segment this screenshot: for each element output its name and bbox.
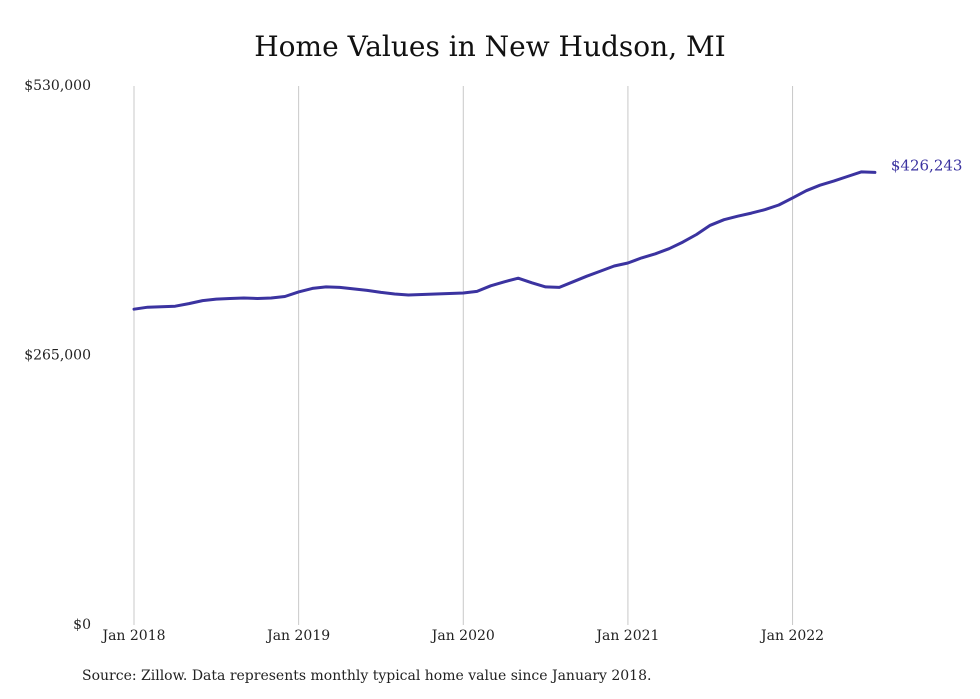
data-point	[421, 293, 424, 296]
data-point	[160, 305, 163, 308]
data-point	[805, 189, 808, 192]
data-point	[215, 298, 218, 301]
data-point	[723, 218, 726, 221]
data-point	[462, 292, 465, 295]
data-point	[448, 292, 451, 295]
data-point	[366, 289, 369, 292]
data-point	[791, 196, 794, 199]
x-tick-label: Jan 2021	[594, 628, 659, 644]
data-point	[777, 204, 780, 207]
data-point	[654, 252, 657, 255]
data-point	[585, 275, 588, 278]
source-note: Source: Zillow. Data represents monthly …	[82, 668, 652, 684]
data-point	[407, 294, 410, 297]
data-point	[256, 297, 259, 300]
x-tick-label: Jan 2022	[759, 628, 824, 644]
data-point	[434, 293, 437, 296]
data-point	[860, 170, 863, 173]
chart-title: Home Values in New Hudson, MI	[254, 30, 726, 63]
data-point	[599, 270, 602, 273]
data-point	[530, 281, 533, 284]
data-point	[750, 212, 753, 215]
end-value-label: $426,243	[891, 156, 963, 174]
data-point	[489, 284, 492, 287]
y-axis-ticks: $0 $265,000 $530,000	[24, 78, 91, 633]
data-point	[544, 285, 547, 288]
data-point	[311, 287, 314, 290]
data-point	[174, 305, 177, 308]
series-line	[132, 170, 877, 311]
series-layer: $426,243	[132, 156, 963, 311]
data-point	[242, 297, 245, 300]
y-tick-label: $0	[73, 617, 91, 633]
data-point	[695, 233, 698, 236]
data-point	[283, 295, 286, 298]
data-point	[668, 247, 671, 250]
data-point	[380, 291, 383, 294]
data-point	[187, 302, 190, 305]
x-tick-label: Jan 2020	[430, 628, 495, 644]
data-point	[476, 290, 479, 293]
data-point	[846, 175, 849, 178]
x-tick-label: Jan 2018	[100, 628, 165, 644]
data-point	[681, 241, 684, 244]
data-point	[133, 308, 136, 311]
x-axis-ticks: Jan 2018 Jan 2019 Jan 2020 Jan 2021 Jan 2022	[100, 628, 824, 644]
gridlines	[133, 86, 794, 625]
data-point	[229, 297, 232, 300]
data-point	[146, 306, 149, 309]
data-point	[270, 297, 273, 300]
data-point	[503, 280, 506, 283]
data-point	[558, 286, 561, 289]
data-point	[297, 290, 300, 293]
y-tick-label: $265,000	[24, 348, 91, 364]
data-point	[640, 256, 643, 259]
data-point	[325, 285, 328, 288]
data-point	[626, 262, 629, 265]
data-point	[338, 286, 341, 289]
data-point	[736, 215, 739, 218]
data-point	[352, 287, 355, 290]
data-point	[393, 293, 396, 296]
data-point	[819, 184, 822, 187]
data-point	[201, 299, 204, 302]
data-point	[613, 265, 616, 268]
y-tick-label: $530,000	[24, 78, 91, 94]
data-point	[873, 171, 876, 174]
data-point	[572, 280, 575, 283]
data-point	[764, 208, 767, 211]
data-point	[709, 224, 712, 227]
data-point	[832, 180, 835, 183]
data-point	[517, 277, 520, 280]
x-tick-label: Jan 2019	[265, 628, 330, 644]
